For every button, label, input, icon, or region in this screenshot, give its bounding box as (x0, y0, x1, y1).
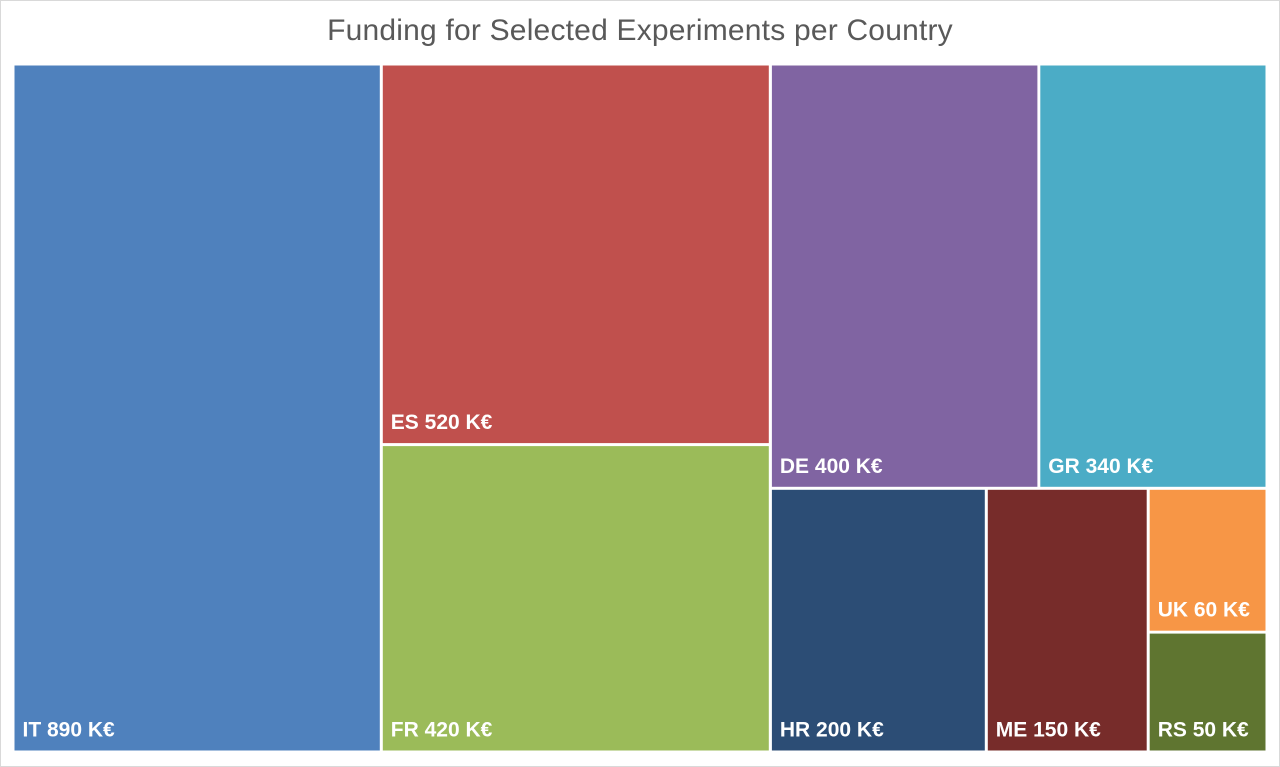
tile-label-es: ES 520 K€ (391, 411, 493, 434)
treemap-tile-rs (1149, 633, 1266, 751)
tile-label-uk: UK 60 K€ (1158, 599, 1251, 622)
tile-label-it: IT 890 K€ (23, 719, 116, 742)
treemap-tile-es (382, 65, 769, 444)
treemap-tile-de (771, 65, 1038, 487)
tile-label-rs: RS 50 K€ (1158, 719, 1249, 742)
chart-title: Funding for Selected Experiments per Cou… (327, 14, 953, 47)
tile-label-gr: GR 340 K€ (1048, 455, 1153, 478)
tile-label-de: DE 400 K€ (780, 455, 883, 478)
treemap-tile-gr (1040, 65, 1266, 487)
tile-label-me: ME 150 K€ (996, 719, 1101, 742)
treemap-tile-it (14, 65, 380, 751)
tile-label-fr: FR 420 K€ (391, 719, 493, 742)
treemap-tile-hr (771, 489, 985, 751)
tile-label-hr: HR 200 K€ (780, 719, 884, 742)
treemap-tile-uk (1149, 489, 1266, 631)
treemap-tile-me (987, 489, 1147, 751)
treemap-tile-fr (382, 446, 769, 751)
